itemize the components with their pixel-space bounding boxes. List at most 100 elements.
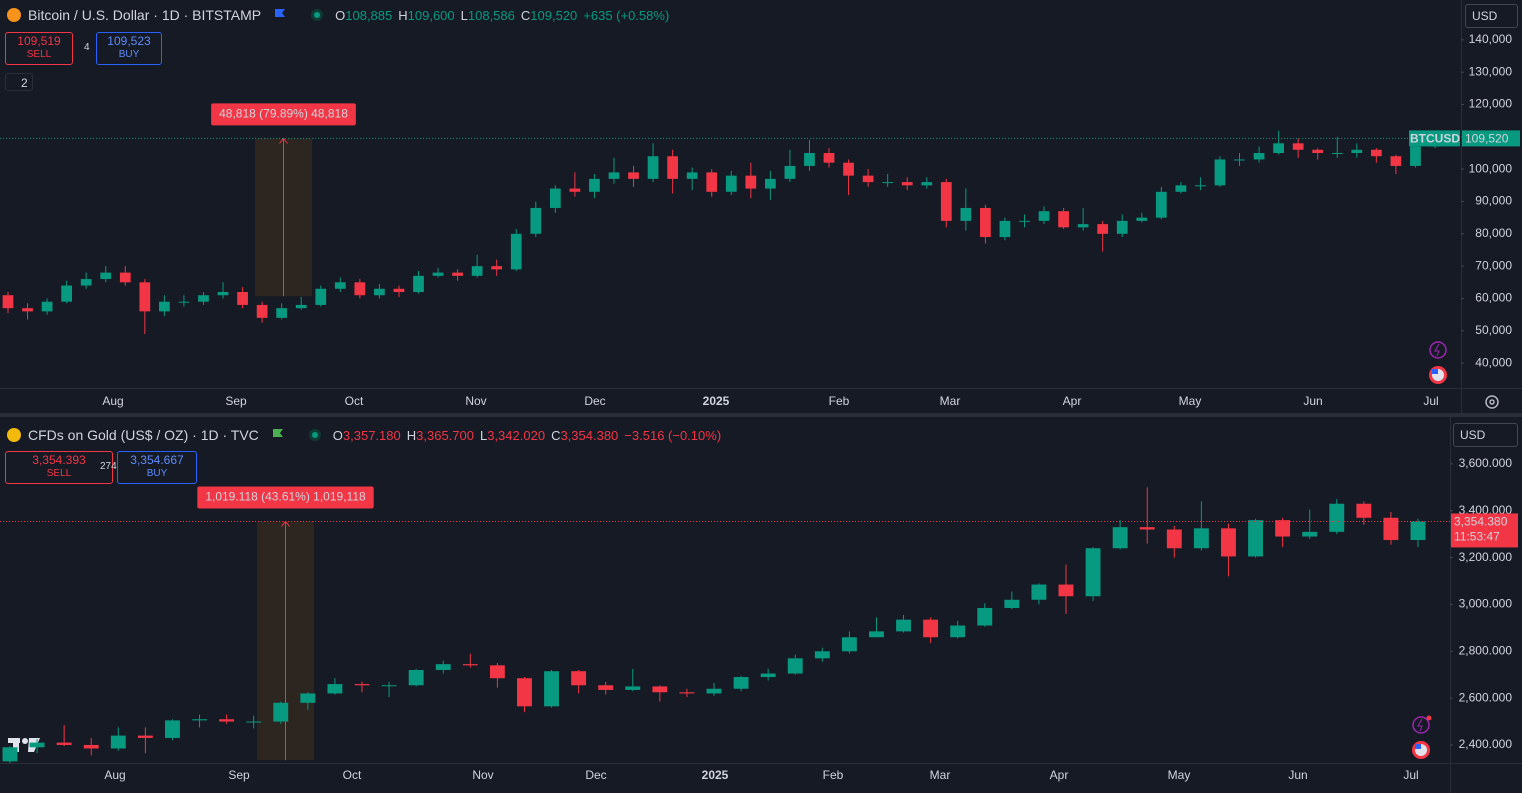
flash-icon <box>1429 341 1447 359</box>
x-tick-label: Jun <box>1288 768 1307 782</box>
candle-body <box>869 631 884 638</box>
flash-icon <box>1412 715 1432 734</box>
candle-body <box>1136 217 1148 221</box>
candle-body <box>571 671 587 686</box>
currency-label: USD <box>1472 9 1498 23</box>
candle-body <box>1390 156 1402 166</box>
candle-body <box>1331 153 1343 155</box>
candle-body <box>110 735 126 749</box>
candle-body <box>491 266 503 270</box>
y-tick-label: 3,200.000 <box>1459 550 1513 564</box>
candle-body <box>374 288 385 296</box>
candle-body <box>787 658 803 674</box>
candle-body <box>100 272 112 280</box>
candle-body <box>549 188 561 208</box>
y-tick-label: 60,000 <box>1475 291 1512 305</box>
y-tick-label: 3,600.000 <box>1459 456 1513 470</box>
candle-body <box>1356 503 1372 518</box>
sell-button[interactable]: 3,354.393 SELL <box>5 451 113 484</box>
ohlc-item: H3,365.700 <box>407 428 474 443</box>
price-tag-text: 109,520 <box>1465 132 1509 146</box>
symbol-title: CFDs on Gold (US$ / OZ) · 1D · TVC <box>28 427 259 443</box>
currency-select[interactable]: USD <box>1453 423 1518 447</box>
candle-body <box>462 664 478 666</box>
candle-body <box>1248 520 1263 557</box>
candle-body <box>1097 224 1109 234</box>
candle-body <box>882 182 894 184</box>
y-tick-label: 3,000.000 <box>1459 597 1513 611</box>
candle-body <box>159 301 170 312</box>
x-tick-label: Apr <box>1050 768 1069 782</box>
x-tick-label: Nov <box>472 768 493 782</box>
ohlc-item: C109,520 <box>521 8 577 23</box>
candle-body <box>22 308 33 312</box>
candle-body <box>1004 599 1020 608</box>
ohlc-value: 3,357.180 <box>342 427 401 443</box>
ohlc-value: 109,600 <box>407 7 455 23</box>
candle-body <box>733 677 749 689</box>
candle-body <box>1058 584 1074 597</box>
candle-body <box>56 742 72 745</box>
y-tick-label: 140,000 <box>1469 32 1513 46</box>
candle-body <box>921 182 933 186</box>
x-tick-label: Sep <box>225 394 247 408</box>
measure-label-bg <box>197 486 374 509</box>
candle-body <box>1410 146 1421 166</box>
ohlc-value: 108,885 <box>345 7 393 23</box>
chart-header: Bitcoin / U.S. Dollar · 1D · BITSTAMP O10… <box>6 4 675 26</box>
x-tick-label: Mar <box>930 768 951 782</box>
spread: 274 <box>100 461 117 472</box>
candle-body <box>843 162 854 176</box>
y-tick-label: 2,400.000 <box>1459 737 1513 751</box>
candle-body <box>686 172 698 179</box>
candle-body <box>1214 159 1226 186</box>
candle-body <box>1273 143 1284 154</box>
candle-body <box>1329 503 1345 532</box>
sell-button[interactable]: 109,519 SELL <box>5 32 73 65</box>
buy-price: 109,523 <box>107 34 151 48</box>
ohlc-key: O <box>332 427 343 443</box>
candle-body <box>977 607 993 626</box>
indicators-count: 2 <box>21 76 28 90</box>
buy-price: 3,354.667 <box>130 453 184 467</box>
x-tick-label: Feb <box>823 768 844 782</box>
ohlc-item: O108,885 <box>335 8 392 23</box>
measure-label-bg <box>211 103 356 126</box>
candle-body <box>896 619 911 632</box>
candle-body <box>950 625 966 638</box>
candle-body <box>1292 143 1304 150</box>
x-tick-label: Sep <box>228 768 250 782</box>
candle-body <box>625 686 641 690</box>
settings-icon[interactable] <box>1485 395 1499 409</box>
candle-body <box>1195 185 1206 187</box>
candle-body <box>784 165 796 179</box>
candle-body <box>923 619 939 638</box>
buy-button[interactable]: 3,354.667 BUY <box>117 451 197 484</box>
candle-body <box>960 207 972 221</box>
candle-body <box>544 671 559 707</box>
x-tick-label: Aug <box>104 768 125 782</box>
candle-body <box>273 702 289 722</box>
candle-body <box>1112 527 1128 549</box>
y-tick-label: 80,000 <box>1475 226 1512 240</box>
y-tick-label: 70,000 <box>1475 258 1512 272</box>
indicators-toggle[interactable]: 2 <box>5 73 33 91</box>
ohlc-item: L3,342.020 <box>480 428 545 443</box>
candle-body <box>327 684 343 694</box>
candle-body <box>589 178 600 192</box>
price-tag-text: 3,354.380 <box>1454 515 1508 529</box>
candle-body <box>647 156 659 179</box>
candle-body <box>1193 528 1209 549</box>
ohlc-key: C <box>551 427 561 443</box>
x-tick-label: Mar <box>940 394 961 408</box>
x-tick-label: Jul <box>1423 394 1438 408</box>
currency-select[interactable]: USD <box>1465 4 1518 28</box>
candle-body <box>139 282 151 312</box>
x-tick-label: Dec <box>584 394 605 408</box>
candle-body <box>119 272 131 283</box>
candle-body <box>598 685 614 690</box>
candle-body <box>569 188 581 192</box>
candle-body <box>1351 149 1363 154</box>
buy-button[interactable]: 109,523 BUY <box>96 32 162 65</box>
